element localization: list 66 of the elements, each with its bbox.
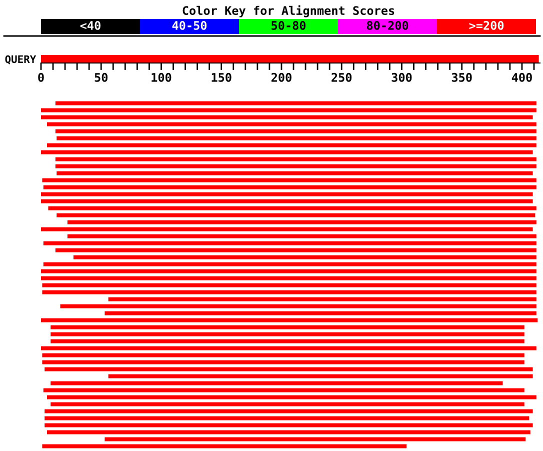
bar bbox=[41, 269, 536, 274]
bar bbox=[43, 262, 536, 266]
bar bbox=[50, 339, 524, 344]
bar bbox=[44, 367, 533, 372]
x-tick-label: 350 bbox=[452, 72, 472, 82]
x-tick-label: 100 bbox=[152, 72, 172, 82]
bar bbox=[50, 325, 524, 330]
bar bbox=[44, 416, 530, 420]
x-tick-label: 400 bbox=[512, 72, 532, 82]
bar bbox=[41, 108, 536, 112]
bar bbox=[42, 353, 524, 358]
bar bbox=[42, 178, 536, 182]
bar bbox=[67, 234, 536, 238]
x-tick-label: 250 bbox=[332, 72, 352, 82]
x-tick-label: 0 bbox=[38, 72, 44, 82]
bar bbox=[56, 136, 536, 140]
bar bbox=[42, 283, 536, 288]
x-tick-label: 50 bbox=[94, 72, 108, 82]
bar bbox=[41, 192, 533, 196]
x-tick-label: 300 bbox=[392, 72, 412, 82]
bar bbox=[108, 374, 533, 378]
bar bbox=[73, 255, 536, 260]
bar bbox=[41, 318, 538, 322]
bar bbox=[55, 248, 536, 252]
bar bbox=[47, 122, 536, 126]
bar bbox=[55, 164, 536, 168]
bar bbox=[67, 220, 536, 224]
bar bbox=[42, 290, 536, 294]
category-label: 80-200 bbox=[366, 20, 408, 30]
bar bbox=[41, 227, 533, 232]
bar bbox=[55, 101, 536, 106]
bar bbox=[41, 276, 536, 280]
bar bbox=[108, 297, 536, 302]
text: Color Key for Alignment Scores bbox=[182, 5, 394, 18]
bar bbox=[50, 381, 503, 386]
bar bbox=[42, 444, 407, 448]
bar bbox=[43, 185, 536, 190]
bar bbox=[50, 332, 524, 336]
bar bbox=[55, 129, 536, 134]
bar bbox=[44, 409, 533, 414]
bar bbox=[56, 213, 536, 218]
bar bbox=[47, 395, 536, 400]
bar bbox=[55, 157, 536, 162]
y-tick-label: QUERY bbox=[5, 55, 36, 64]
category-label: <40 bbox=[80, 20, 100, 30]
bar bbox=[50, 402, 524, 406]
bar bbox=[104, 311, 536, 316]
x-tick-label: 150 bbox=[212, 72, 232, 82]
bar bbox=[42, 360, 524, 364]
bar bbox=[43, 388, 524, 392]
bar bbox=[43, 241, 536, 246]
bar bbox=[47, 143, 536, 148]
bar bbox=[41, 150, 533, 154]
bar bbox=[44, 423, 533, 428]
category-label: 50-80 bbox=[272, 20, 306, 30]
bar bbox=[56, 171, 533, 176]
category-label: 40-50 bbox=[172, 20, 207, 30]
bar bbox=[41, 199, 533, 204]
bar bbox=[47, 430, 530, 434]
bar bbox=[60, 304, 536, 308]
x-tick-label: 200 bbox=[271, 72, 292, 82]
bar bbox=[48, 206, 536, 210]
bar bbox=[41, 346, 536, 350]
category-label: >=200 bbox=[469, 20, 504, 30]
bar bbox=[41, 115, 533, 120]
bar bbox=[104, 437, 526, 442]
